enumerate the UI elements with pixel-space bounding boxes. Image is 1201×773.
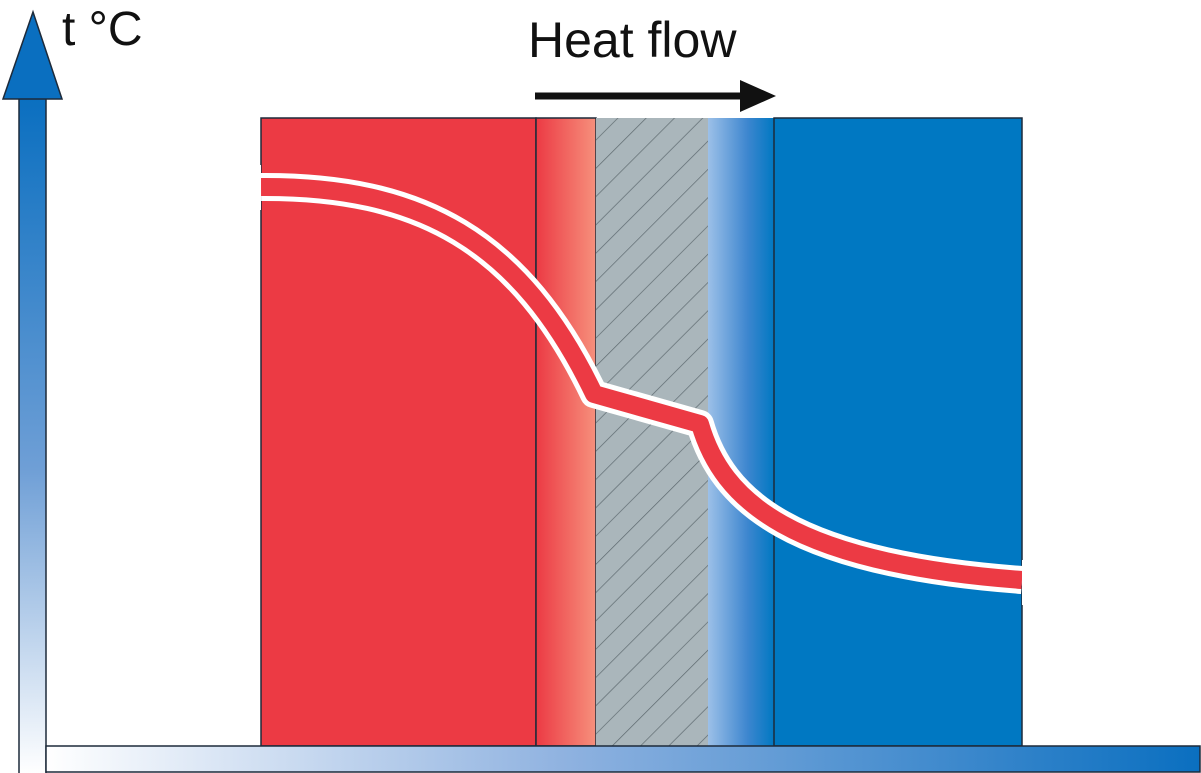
cold-region [773,117,1023,747]
y-axis [1,9,64,773]
x-axis [45,745,1201,773]
hot-region [260,117,537,747]
y-axis-label: t °C [62,3,143,56]
heat-flow-arrow-icon [535,80,776,112]
y-axis-arrow-icon [1,9,64,100]
temperature-curve [260,172,1024,594]
heat-flow-title: Heat flow [528,12,737,68]
warm-boundary-layer [535,117,597,747]
cool-boundary-layer [708,118,774,746]
